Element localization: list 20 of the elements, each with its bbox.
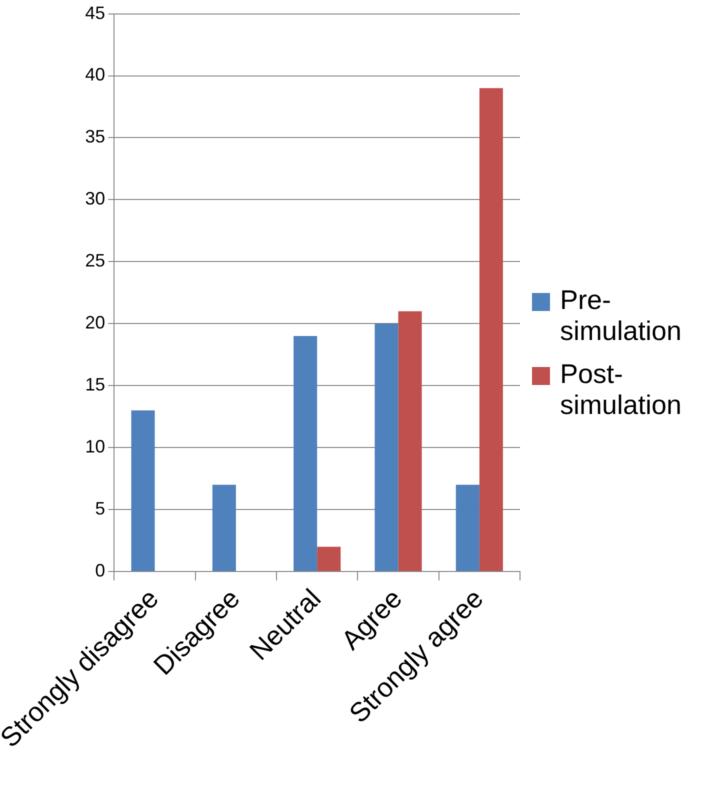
bar	[374, 324, 398, 572]
bar	[294, 336, 318, 572]
y-tick-label: 25	[85, 250, 106, 271]
bar	[317, 546, 341, 572]
bar	[479, 88, 503, 572]
bar	[398, 311, 422, 572]
bar	[456, 484, 480, 572]
bar	[212, 484, 236, 572]
legend-label: Post-simulation	[560, 359, 683, 421]
y-tick-label: 5	[95, 498, 106, 519]
y-tick-label: 45	[85, 2, 106, 23]
y-tick-label: 15	[85, 374, 106, 395]
y-tick-label: 0	[95, 560, 106, 580]
y-tick-label: 35	[85, 126, 106, 147]
y-tick-label: 40	[85, 64, 106, 85]
y-tick-label: 30	[85, 188, 106, 209]
y-tick-label: 10	[85, 436, 106, 457]
y-tick-label: 20	[85, 312, 106, 333]
bar	[131, 410, 155, 572]
legend-label: Pre-simulation	[560, 285, 683, 347]
